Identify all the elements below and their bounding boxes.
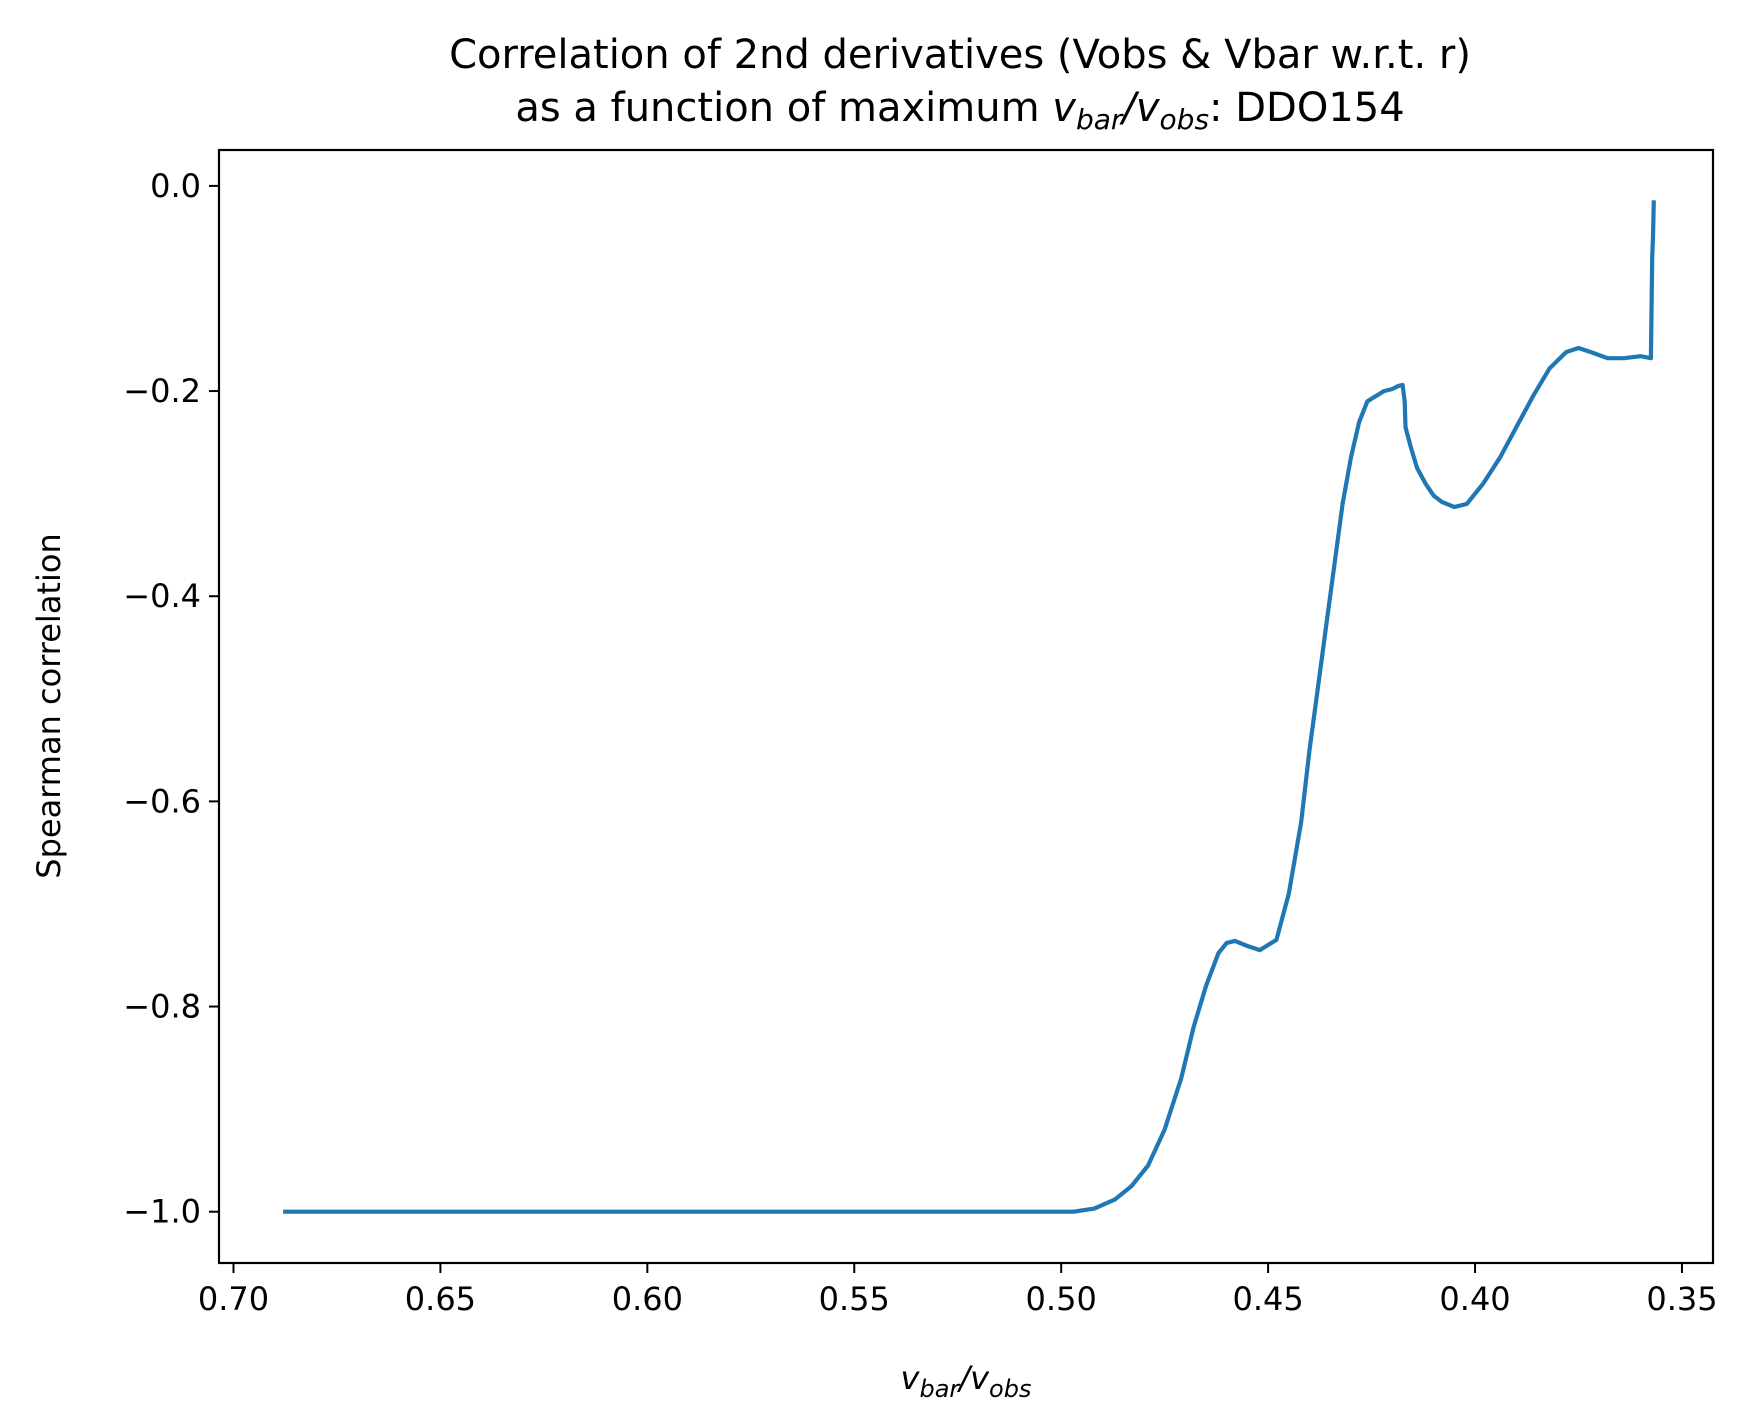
y-ticks: 0.0 −0.2 −0.4 −0.6 −0.8 −1.0 — [123, 167, 219, 1231]
y-tick-label: −1.0 — [123, 1193, 201, 1231]
x-tick-label: 0.50 — [1026, 1280, 1097, 1318]
chart-title-line1: Correlation of 2nd derivatives (Vobs & V… — [449, 32, 1471, 78]
chart-title-line2-suffix: : DDO154 — [1209, 85, 1405, 131]
y-axis-label: Spearman correlation — [30, 533, 68, 878]
series-line-0 — [283, 200, 1656, 1214]
x-ticks: 0.70 0.65 0.60 0.55 0.50 0.45 0.40 0.35 — [198, 1263, 1718, 1318]
x-tick-label: 0.60 — [612, 1280, 683, 1318]
y-tick-label: −0.2 — [123, 372, 201, 410]
plot-frame — [217, 148, 1715, 1265]
y-tick-label: −0.6 — [123, 782, 201, 820]
x-tick-label: 0.35 — [1646, 1280, 1717, 1318]
x-tick-label: 0.65 — [405, 1280, 476, 1318]
y-tick-label: −0.8 — [123, 988, 201, 1026]
chart-title-line2: as a function of maximum vbar/vobs: DDO1… — [515, 85, 1404, 136]
chart-title-line2-prefix: as a function of maximum — [515, 85, 1052, 131]
x-tick-label: 0.40 — [1439, 1280, 1510, 1318]
x-tick-label: 0.55 — [819, 1280, 890, 1318]
x-tick-label: 0.45 — [1232, 1280, 1303, 1318]
y-tick-label: −0.4 — [123, 577, 201, 615]
series-layer — [283, 200, 1656, 1214]
y-tick-label: 0.0 — [150, 167, 201, 205]
x-tick-label: 0.70 — [198, 1280, 269, 1318]
